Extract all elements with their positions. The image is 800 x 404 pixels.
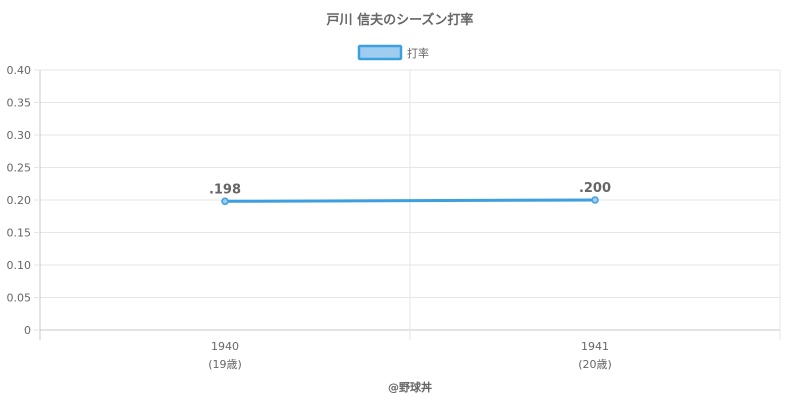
grid <box>39 69 781 340</box>
legend[interactable]: 打率 <box>357 44 429 61</box>
y-tick-label: 0.10 <box>7 259 32 272</box>
y-tick-label: 0.15 <box>7 227 32 240</box>
y-tick-label: 0.35 <box>7 97 32 110</box>
series-line <box>223 198 597 203</box>
y-tick-label: 0.30 <box>7 129 32 142</box>
x-tick-label: 1941 <box>581 340 609 353</box>
x-tick-sublabel: (20歳) <box>578 358 612 371</box>
y-tick-label: 0.20 <box>7 194 32 207</box>
y-tick-label: 0.05 <box>7 292 32 305</box>
chart-title: 戸川 信夫のシーズン打率 <box>327 12 474 28</box>
legend-swatch <box>357 44 403 61</box>
y-tick-label: 0 <box>24 324 31 337</box>
credit-label: @野球丼 <box>388 380 432 394</box>
data-point[interactable] <box>221 197 229 206</box>
y-tick-label: 0.40 <box>7 64 32 77</box>
series: .198 .200 <box>209 181 611 206</box>
y-tick-label: 0.25 <box>7 162 32 175</box>
legend-label: 打率 <box>407 46 429 60</box>
x-tick-label: 1940 <box>211 340 239 353</box>
data-point[interactable] <box>591 196 599 204</box>
data-label: .200 <box>579 181 611 196</box>
axes: 0 0.05 0.10 0.15 0.20 0.25 0.30 0.35 0.40 1940 (19… <box>7 64 612 371</box>
x-tick-sublabel: (19歳) <box>208 358 242 371</box>
data-label: .198 <box>209 182 241 197</box>
